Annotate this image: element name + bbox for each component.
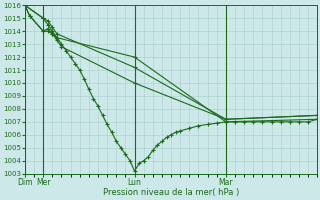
X-axis label: Pression niveau de la mer( hPa ): Pression niveau de la mer( hPa )	[103, 188, 239, 197]
